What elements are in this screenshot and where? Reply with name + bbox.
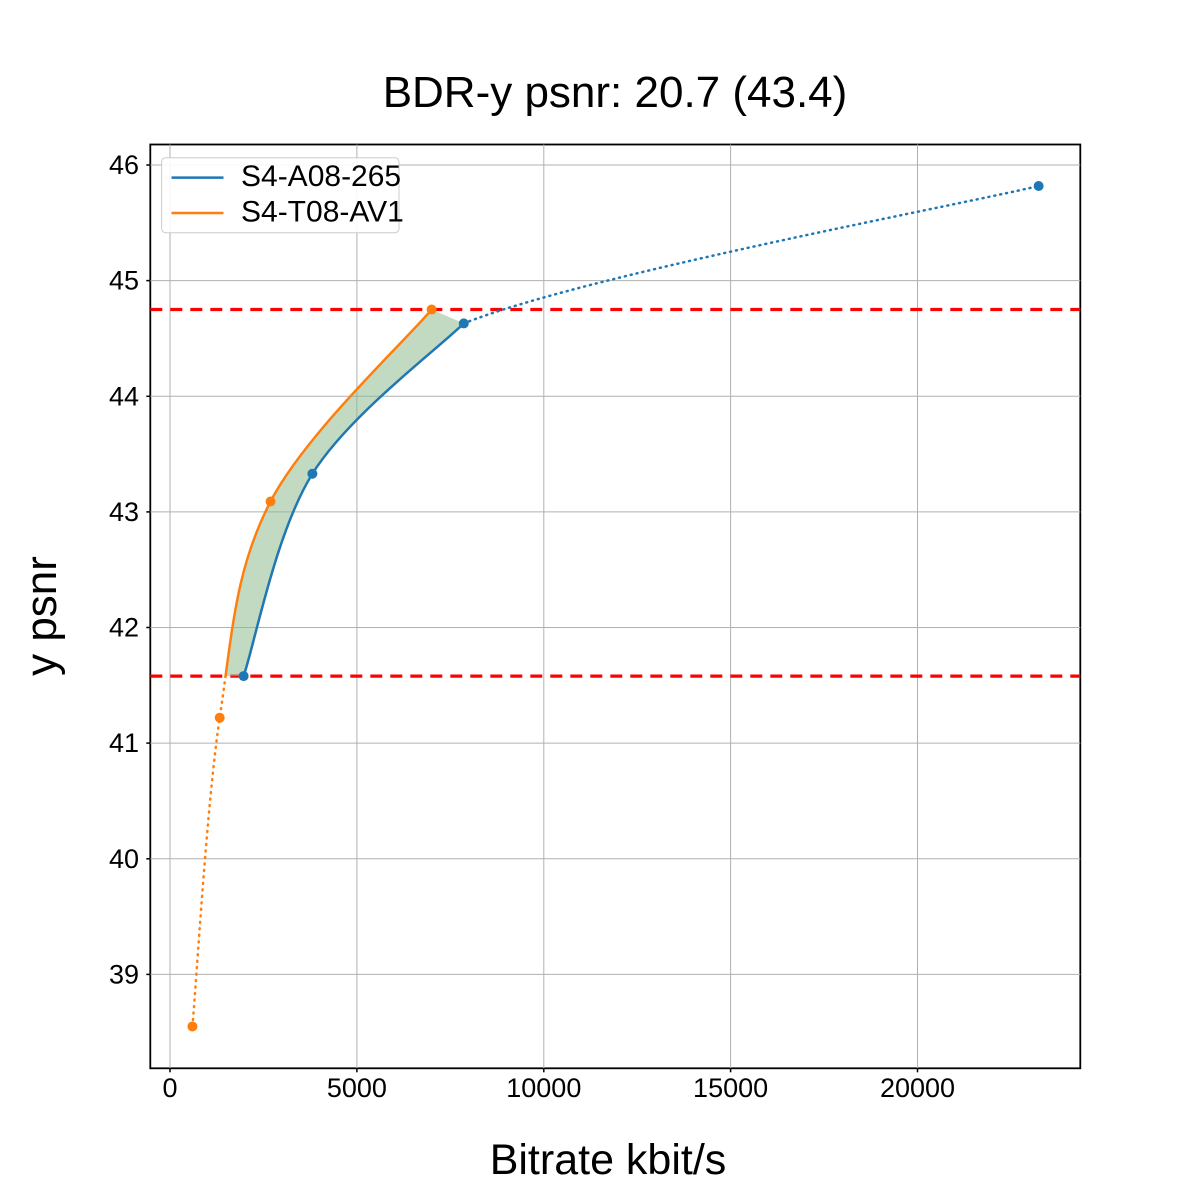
svg-text:Bitrate kbit/s: Bitrate kbit/s <box>490 1136 727 1184</box>
svg-text:S4-A08-265: S4-A08-265 <box>241 160 401 193</box>
svg-text:10000: 10000 <box>506 1073 581 1103</box>
svg-text:y psnr: y psnr <box>17 556 66 676</box>
svg-text:45: 45 <box>109 266 139 296</box>
svg-text:15000: 15000 <box>693 1073 768 1103</box>
svg-text:BDR-y psnr: 20.7 (43.4): BDR-y psnr: 20.7 (43.4) <box>383 68 848 117</box>
svg-text:46: 46 <box>109 150 139 180</box>
svg-text:44: 44 <box>109 381 139 411</box>
svg-text:40: 40 <box>109 844 139 874</box>
svg-text:0: 0 <box>162 1073 177 1103</box>
svg-text:5000: 5000 <box>327 1073 387 1103</box>
svg-text:42: 42 <box>109 613 139 643</box>
svg-text:20000: 20000 <box>880 1073 955 1103</box>
svg-text:43: 43 <box>109 497 139 527</box>
svg-text:S4-T08-AV1: S4-T08-AV1 <box>241 196 404 229</box>
svg-text:39: 39 <box>109 959 139 989</box>
svg-text:41: 41 <box>109 728 139 758</box>
